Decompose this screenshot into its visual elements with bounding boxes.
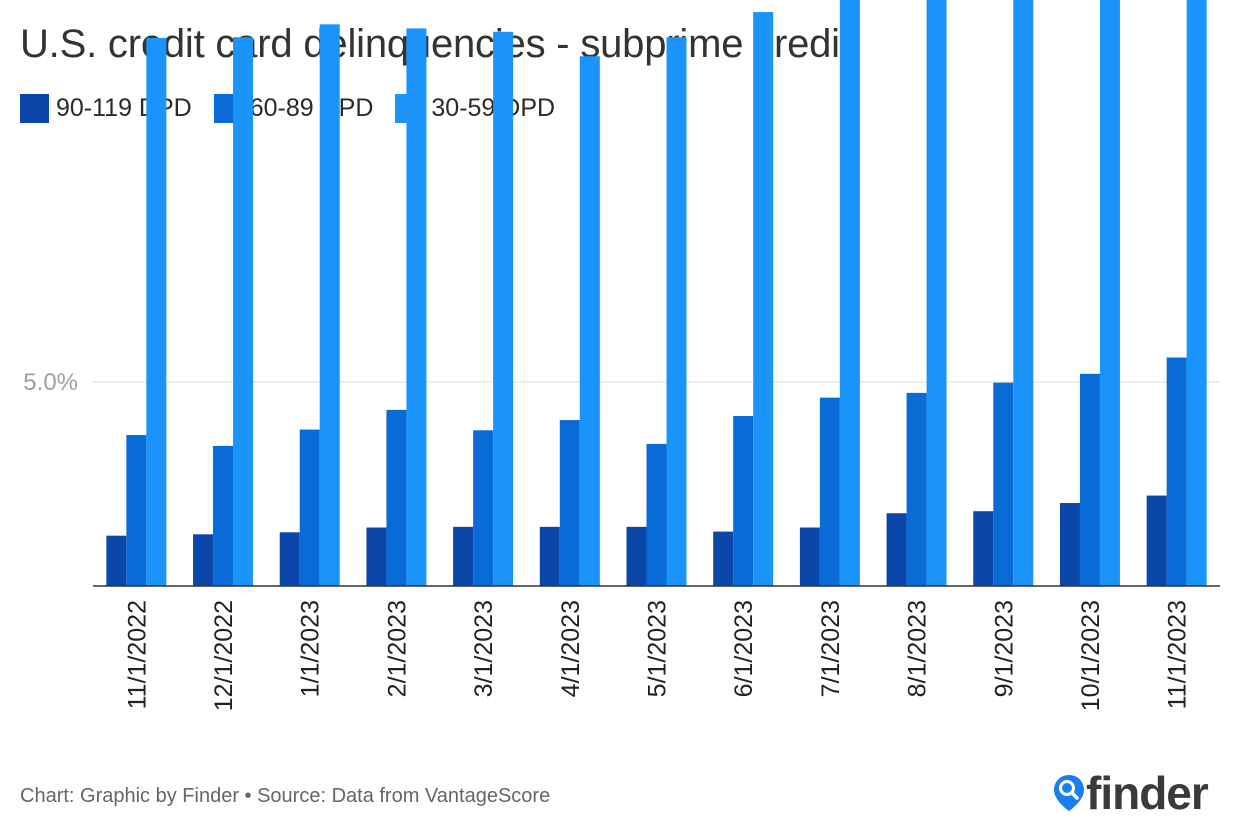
legend-item-90-119: 90-119 DPD (20, 94, 192, 123)
finder-logo: finder (1052, 767, 1209, 819)
bar (1166, 357, 1187, 586)
x-tick-label: 5/1/2023 (644, 600, 672, 697)
x-tick-label: 2/1/2023 (383, 600, 411, 697)
bar (753, 12, 774, 586)
bar (973, 511, 994, 586)
bar (839, 0, 860, 586)
bar (1146, 495, 1167, 586)
x-tick-label: 3/1/2023 (470, 600, 498, 697)
bar (713, 531, 734, 586)
bar (146, 37, 167, 587)
bar (733, 416, 754, 586)
bar (559, 420, 580, 586)
bar (366, 527, 387, 586)
x-tick-label: 12/1/2022 (210, 600, 238, 711)
bar (886, 513, 907, 586)
bar (279, 532, 300, 586)
bar (233, 37, 254, 587)
x-tick-label: 8/1/2023 (904, 600, 932, 697)
bar (1079, 373, 1100, 586)
bar (319, 24, 340, 586)
bar (579, 56, 600, 586)
bar (906, 392, 927, 586)
bar (539, 526, 560, 586)
bar (926, 0, 947, 586)
x-tick-label: 10/1/2023 (1077, 600, 1105, 711)
bar (213, 445, 234, 586)
bar (473, 430, 494, 586)
bar (666, 37, 687, 587)
x-tick-label: 9/1/2023 (990, 600, 1018, 697)
x-tick-label: 1/1/2023 (297, 600, 325, 697)
legend-swatch-90-119 (20, 94, 49, 123)
bar (453, 526, 474, 586)
x-tick-label: 6/1/2023 (730, 600, 758, 697)
bar (1186, 0, 1207, 587)
bar (646, 443, 667, 586)
bar (493, 31, 514, 587)
y-tick-label: 5.0% (23, 369, 78, 396)
logo-wordmark: finder (1086, 767, 1209, 819)
bar (819, 397, 840, 586)
bar (1099, 0, 1120, 586)
bar (799, 527, 820, 586)
x-tick-label: 11/1/2023 (1164, 600, 1192, 709)
bar (1013, 0, 1034, 586)
bar (106, 535, 127, 586)
source-credit: Chart: Graphic by Finder • Source: Data … (20, 785, 551, 807)
x-tick-label: 7/1/2023 (817, 600, 845, 697)
x-tick-label: 4/1/2023 (557, 600, 585, 697)
x-tick-label: 11/1/2022 (123, 600, 151, 709)
legend-label-90-119: 90-119 DPD (56, 94, 192, 122)
bar (299, 429, 320, 586)
bar (386, 409, 407, 586)
legend-label-60-89: 60-89 DPD (249, 94, 374, 122)
bar (126, 435, 147, 586)
magnifier-icon (1054, 775, 1084, 811)
bar (406, 28, 427, 586)
bar (993, 382, 1014, 586)
bar (626, 526, 647, 586)
bar (1059, 503, 1080, 586)
bar (193, 534, 214, 586)
